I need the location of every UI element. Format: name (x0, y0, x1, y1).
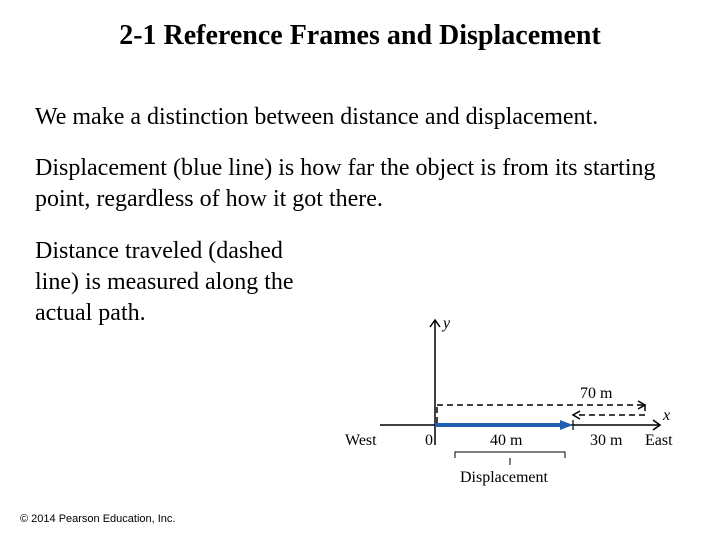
body-content: We make a distinction between distance a… (0, 102, 720, 329)
displacement-bracket (455, 452, 565, 458)
displacement-diagram: y x West East 0 70 m 40 m 30 m Displacem… (325, 310, 685, 490)
paragraph-3: Distance traveled (dashed line) is measu… (35, 236, 315, 330)
distance-return-arrow (573, 411, 580, 419)
displacement-text-label: Displacement (460, 469, 549, 486)
paragraph-1: We make a distinction between distance a… (35, 102, 685, 133)
west-label: West (345, 432, 377, 449)
return-30m-label: 30 m (590, 432, 623, 449)
distance-70m-label: 70 m (580, 385, 613, 402)
copyright-notice: © 2014 Pearson Education, Inc. (20, 513, 175, 525)
origin-label: 0 (425, 432, 433, 449)
displacement-40m-label: 40 m (490, 432, 523, 449)
x-label: x (662, 407, 670, 424)
paragraph-2: Displacement (blue line) is how far the … (35, 153, 685, 215)
displacement-arrowhead (560, 420, 573, 430)
y-label: y (441, 315, 451, 332)
page-title: 2-1 Reference Frames and Displacement (0, 0, 720, 62)
east-label: East (645, 432, 673, 449)
